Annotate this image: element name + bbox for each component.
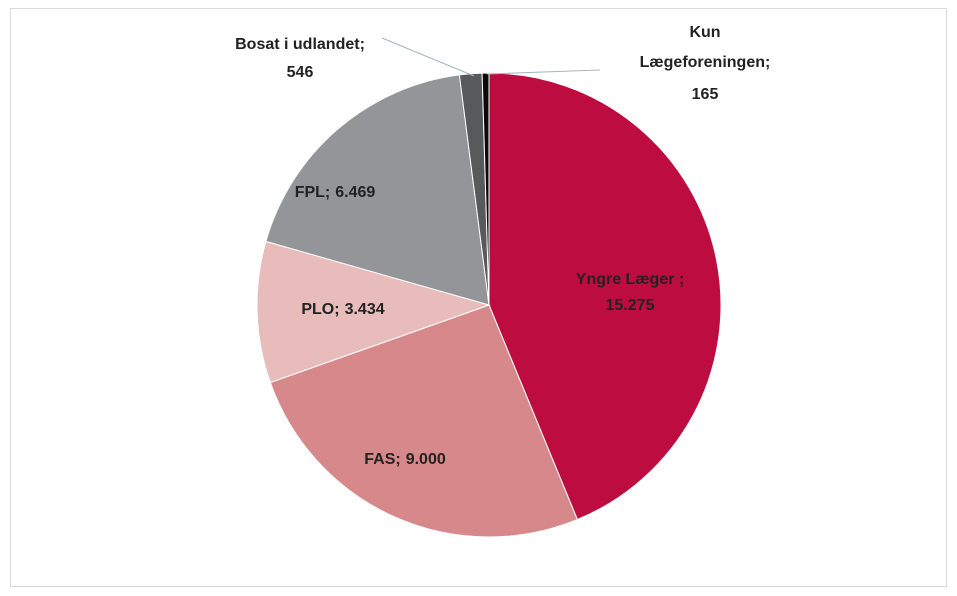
category-label: Bosat i udlandet; [235,36,365,53]
data-label: FPL; 6.469 [295,184,376,201]
pie-slice [481,72,490,306]
pie-slice [265,74,490,306]
category-label: PLO; [301,301,339,318]
value-label: 9.000 [406,451,446,468]
category-label: FAS; [364,451,400,468]
value-label: 15.275 [606,297,655,314]
leader-line [381,37,475,77]
pie-slice [256,240,491,384]
value-label: 546 [287,64,314,81]
category-label: FPL; [295,184,331,201]
leader-line [486,69,601,75]
pie-slice [488,72,722,521]
pie-slice [269,304,579,538]
value-label: 165 [692,86,719,103]
data-label: FAS; 9.000 [364,451,446,468]
category-label-line: Kun [689,24,720,41]
data-label: PLO; 3.434 [301,301,384,318]
category-label-line: Lægeforeningen; [640,54,771,71]
category-label: Yngre Læger ; [576,271,684,288]
value-label: 3.434 [345,301,385,318]
category-label: Kun Lægeforeningen; [640,24,771,71]
value-label: 6.469 [335,184,375,201]
